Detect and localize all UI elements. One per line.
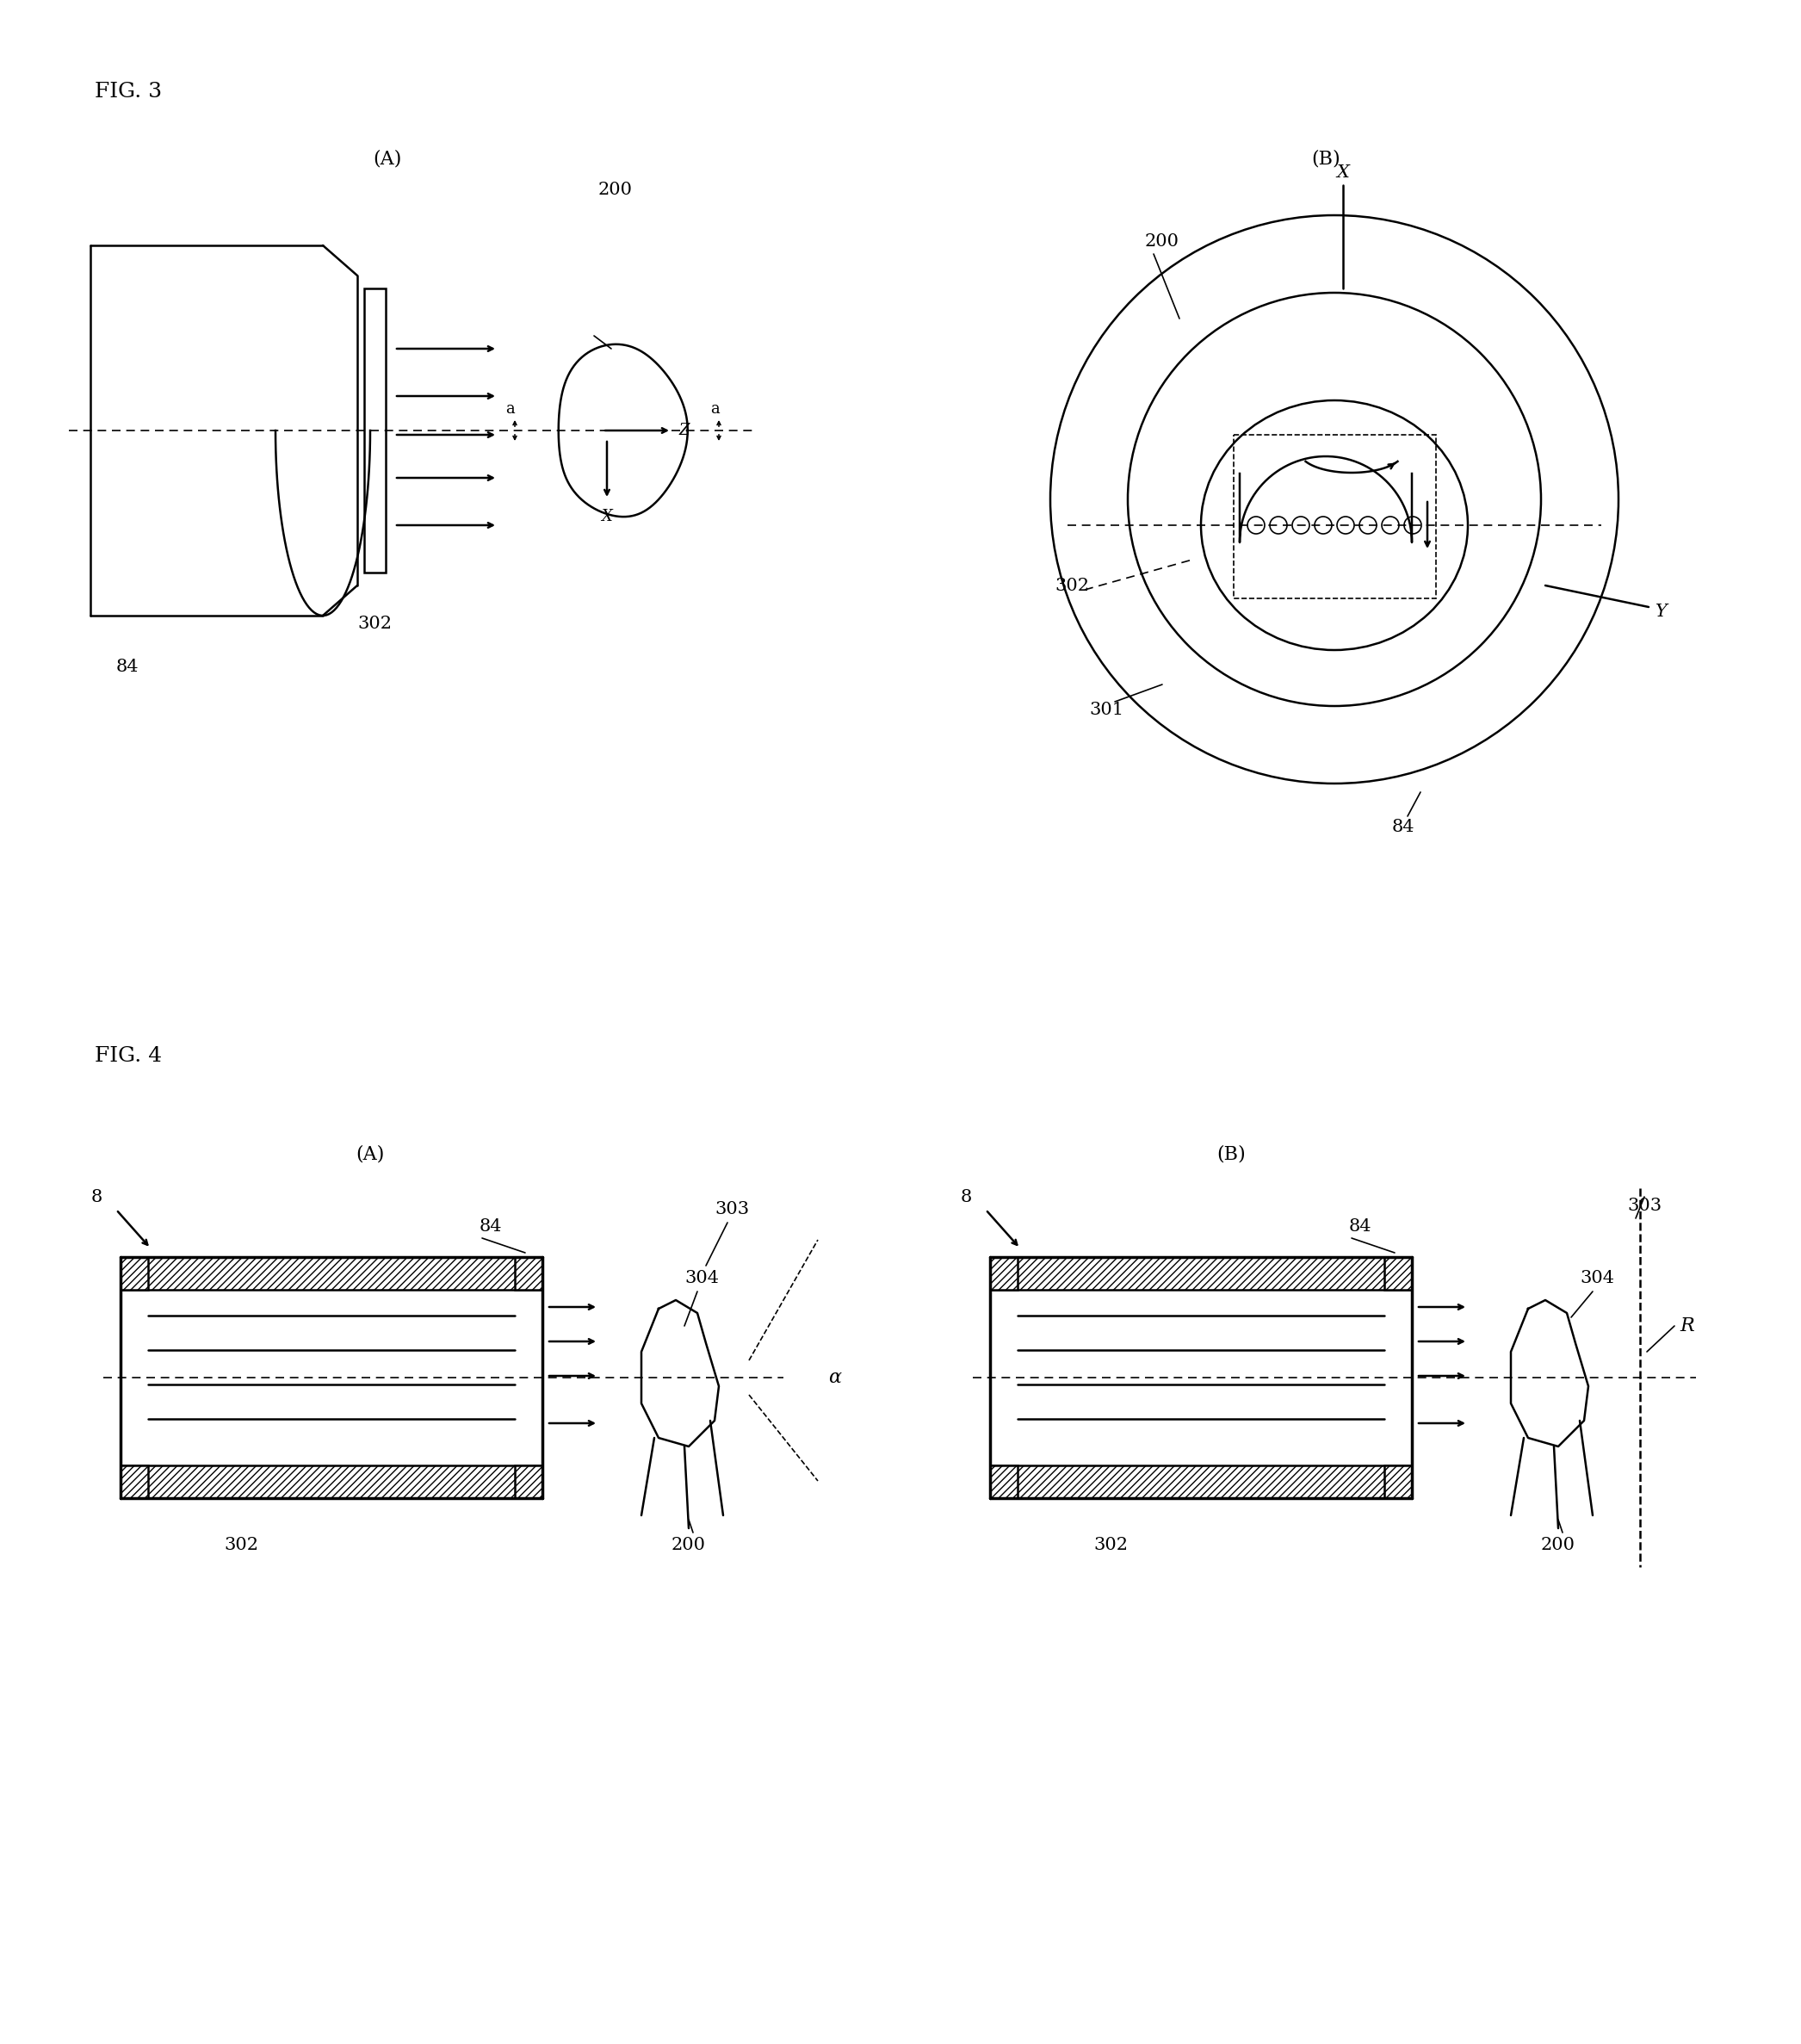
Text: (A): (A) (373, 149, 402, 170)
Circle shape (1315, 517, 1331, 533)
Bar (515, 1257, 542, 1290)
Circle shape (1360, 517, 1376, 533)
Text: R: R (1680, 1316, 1695, 1335)
Text: 200: 200 (1542, 1537, 1576, 1553)
Circle shape (1381, 517, 1399, 533)
Text: 303: 303 (715, 1202, 749, 1218)
Text: 200: 200 (598, 182, 632, 198)
Bar (1385, 1257, 1412, 1290)
Text: Y: Y (1655, 603, 1668, 619)
Text: 8: 8 (960, 1190, 971, 1206)
Circle shape (1127, 292, 1542, 705)
Text: FIG. 3: FIG. 3 (95, 82, 162, 102)
Circle shape (1405, 517, 1421, 533)
Text: a: a (710, 401, 719, 417)
Text: 200: 200 (672, 1537, 706, 1553)
Text: a: a (506, 401, 515, 417)
Text: 84: 84 (479, 1218, 502, 1235)
Bar (121, 1466, 542, 1498)
Text: 302: 302 (357, 615, 391, 632)
Bar (991, 1257, 1412, 1290)
Text: 304: 304 (1579, 1271, 1614, 1288)
Text: 84: 84 (1392, 818, 1414, 834)
Text: 200: 200 (1145, 233, 1180, 249)
Ellipse shape (1201, 401, 1468, 650)
Circle shape (1336, 517, 1354, 533)
Text: 302: 302 (1055, 576, 1090, 593)
Circle shape (1248, 517, 1264, 533)
Text: 302: 302 (1093, 1537, 1127, 1553)
Bar (991, 1466, 1018, 1498)
Bar (1385, 1466, 1412, 1498)
Text: 302: 302 (223, 1537, 258, 1553)
Text: (A): (A) (357, 1145, 385, 1163)
Circle shape (1270, 517, 1288, 533)
Text: α: α (828, 1367, 841, 1388)
Text: 301: 301 (1090, 703, 1124, 719)
Bar (121, 1257, 148, 1290)
Text: 84: 84 (1349, 1218, 1372, 1235)
Text: 84: 84 (115, 658, 139, 675)
Bar (515, 1466, 542, 1498)
Bar (364, 288, 385, 572)
Bar (121, 1466, 148, 1498)
Text: 303: 303 (1626, 1198, 1662, 1214)
Text: Z: Z (679, 423, 690, 437)
Text: FIG. 4: FIG. 4 (95, 1047, 162, 1065)
Text: (B): (B) (1216, 1145, 1246, 1163)
Text: 8: 8 (90, 1190, 103, 1206)
Text: 304: 304 (684, 1271, 719, 1288)
Text: (B): (B) (1311, 149, 1340, 170)
Text: X: X (602, 509, 612, 525)
Bar (991, 1466, 1412, 1498)
Circle shape (1291, 517, 1309, 533)
Bar (121, 1257, 542, 1290)
Bar (991, 1257, 1018, 1290)
Bar (1234, 435, 1435, 599)
Circle shape (1050, 215, 1619, 783)
Text: X: X (1336, 164, 1349, 180)
